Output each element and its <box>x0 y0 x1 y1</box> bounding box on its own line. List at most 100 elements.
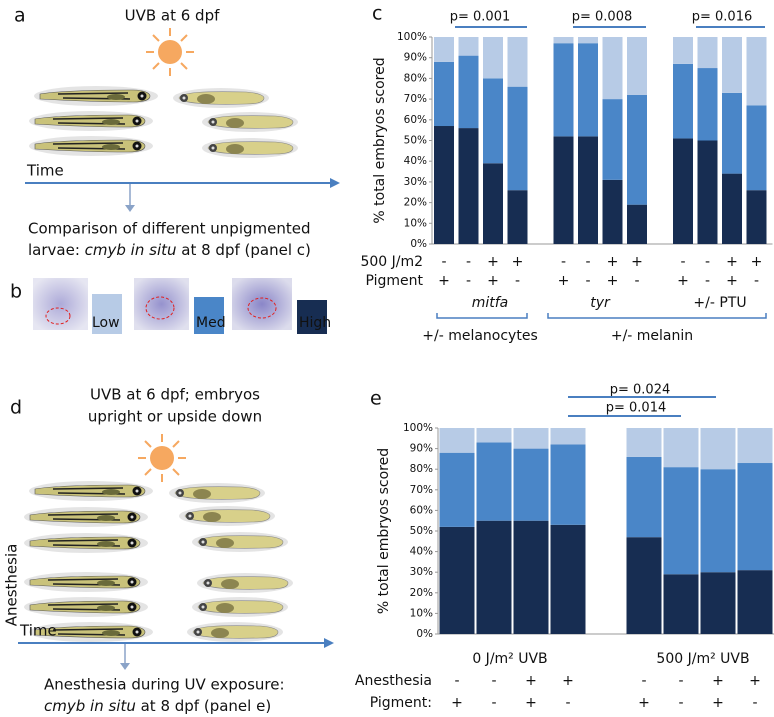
bar-segment <box>746 105 767 191</box>
bar-segment <box>483 37 503 79</box>
fish-unpigmented <box>191 531 289 553</box>
panel-title: UVB at 6 dpf <box>125 7 220 25</box>
y-tick-label: 50% <box>410 525 433 537</box>
legend-swatch <box>92 294 122 334</box>
row-mark: - <box>466 254 471 270</box>
bar-segment <box>434 37 454 62</box>
row-mark: + <box>487 254 499 270</box>
bar-segment <box>663 574 699 634</box>
bar-segment <box>700 428 736 470</box>
bar-segment <box>737 570 773 634</box>
p-value: p= 0.016 <box>692 10 753 25</box>
y-tick-label: 40% <box>404 155 427 167</box>
caption-part: at 8 dpf (panel c) <box>177 241 311 259</box>
row-mark: + <box>512 254 524 270</box>
legend-swatch <box>297 300 327 334</box>
y-tick-label: 70% <box>410 484 433 496</box>
row-mark: - <box>680 254 685 270</box>
fish-pigmented <box>33 85 159 107</box>
row-mark: - <box>754 273 759 289</box>
bar-segment <box>439 428 475 453</box>
bar-segment <box>483 78 503 164</box>
legend-label: High <box>299 315 331 331</box>
row-mark: + <box>712 673 724 689</box>
y-tick-label: 0% <box>416 628 433 640</box>
row-mark: - <box>515 273 520 289</box>
bar-segment <box>700 469 736 573</box>
bar-segment <box>700 572 736 634</box>
y-tick-label: 100% <box>397 31 427 43</box>
bar-segment <box>553 37 574 44</box>
row-mark: + <box>631 254 643 270</box>
row-mark: + <box>487 273 499 289</box>
panel-title: UVB at 6 dpf; embryos <box>90 386 260 404</box>
bracket-label: +/- melanocytes <box>422 328 538 344</box>
bar-segment <box>663 428 699 468</box>
bar-segment <box>746 190 767 244</box>
caption-part: cmyb in situ <box>85 241 177 259</box>
legend-label: Low <box>92 315 120 331</box>
row-mark: - <box>585 254 590 270</box>
row-mark: - <box>641 673 646 689</box>
y-tick-label: 30% <box>404 176 427 188</box>
row-mark: + <box>749 673 761 689</box>
y-tick-label: 50% <box>404 135 427 147</box>
y-tick-label: 0% <box>410 238 427 250</box>
row-mark: + <box>562 673 574 689</box>
bar-segment <box>722 92 742 174</box>
bar-segment <box>737 463 773 571</box>
row-mark: - <box>705 254 710 270</box>
p-value: p= 0.001 <box>450 10 511 25</box>
bar-segment <box>458 128 479 244</box>
bar-segment <box>476 428 512 443</box>
bar-segment <box>513 520 549 634</box>
y-tick-label: 80% <box>410 463 433 475</box>
y-tick-label: 30% <box>410 566 433 578</box>
row-mark: + <box>712 695 724 711</box>
bar-segment <box>434 61 454 127</box>
caption-part: larvae: <box>28 241 85 259</box>
legend: Low Med High <box>92 294 331 334</box>
row-mark: + <box>438 273 450 289</box>
fish-unpigmented <box>168 482 266 504</box>
bar-segment <box>627 204 647 244</box>
y-tick-label: 80% <box>404 72 427 84</box>
bar-segment <box>434 126 454 244</box>
row-label: 500 J/m2 <box>360 254 423 270</box>
fish-unpigmented <box>186 621 284 643</box>
panel-letter: c <box>372 3 382 25</box>
row-label: Anesthesia <box>355 673 432 689</box>
fish-pigmented <box>23 532 149 554</box>
panel-letter: a <box>14 5 26 27</box>
row-mark: - <box>565 695 570 711</box>
bar-segment <box>673 37 693 64</box>
bar-segment <box>627 94 647 205</box>
row-mark: + <box>607 254 619 270</box>
bar-segment <box>737 428 773 464</box>
time-label: Time <box>26 162 64 180</box>
row-mark: + <box>751 254 763 270</box>
row-mark: - <box>491 673 496 689</box>
arrow-head <box>324 638 334 648</box>
sun-icon <box>137 433 187 483</box>
row-mark: + <box>558 273 570 289</box>
row-label: Pigment: <box>370 695 432 711</box>
p-value: p= 0.024 <box>610 383 671 398</box>
bar-segment <box>550 428 586 445</box>
y-axis-label: % total embryos scored <box>372 57 388 223</box>
arrow-head <box>120 663 130 670</box>
fish-unpigmented <box>172 87 270 109</box>
bar-segment <box>722 173 742 244</box>
fish-unpigmented <box>201 111 299 133</box>
y-tick-label: 20% <box>410 587 433 599</box>
panel-letter: d <box>10 397 22 419</box>
bar-segment <box>476 520 512 634</box>
p-value: p= 0.014 <box>606 401 667 416</box>
bar-segment <box>602 37 623 100</box>
row-mark: - <box>491 695 496 711</box>
bar-segment <box>578 136 598 244</box>
panel-letter: b <box>10 281 22 303</box>
caption: larvae: cmyb in situ at 8 dpf (panel c) <box>28 241 311 259</box>
bar-segment <box>507 86 528 191</box>
bar-segment <box>553 43 574 137</box>
